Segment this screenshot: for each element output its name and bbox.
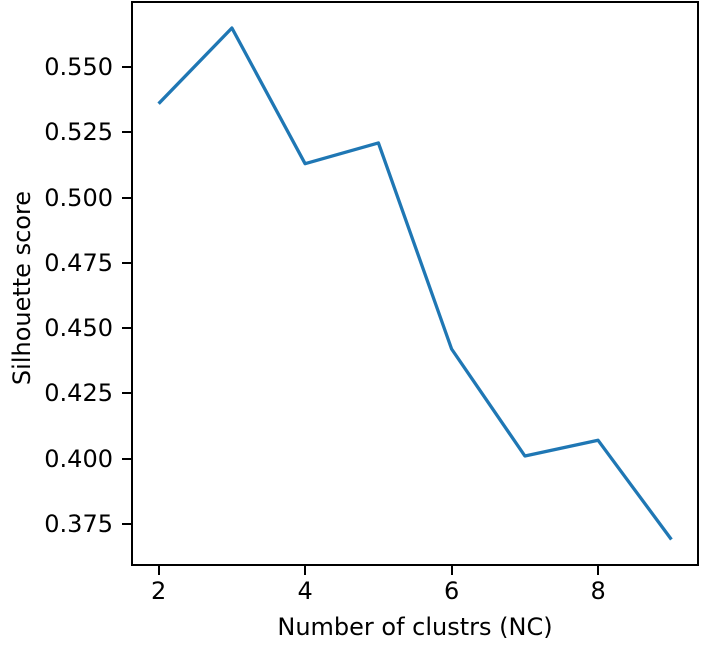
y-tick-mark xyxy=(122,66,131,69)
x-axis-title: Number of clustrs (NC) xyxy=(277,613,553,641)
x-tick-label: 8 xyxy=(590,577,606,605)
silhouette-line-series xyxy=(157,26,673,541)
y-tick-label: 0.450 xyxy=(44,314,113,343)
x-tick-label: 2 xyxy=(150,577,167,605)
y-axis-title: Silhouette score xyxy=(8,190,36,386)
y-tick-label: 0.400 xyxy=(44,444,113,473)
x-tick-mark xyxy=(157,566,160,575)
y-tick-label: 0.375 xyxy=(44,509,113,538)
y-tick-label: 0.475 xyxy=(44,248,113,277)
y-tick-mark xyxy=(122,131,131,134)
y-tick-mark xyxy=(122,196,131,199)
y-tick-mark xyxy=(122,327,131,330)
x-tick-mark xyxy=(450,566,453,575)
x-tick-label: 6 xyxy=(443,577,460,605)
x-tick-mark xyxy=(597,566,600,575)
y-tick-mark xyxy=(122,457,131,460)
y-tick-label: 0.425 xyxy=(44,379,113,408)
x-tick-mark xyxy=(304,566,307,575)
y-tick-label: 0.525 xyxy=(44,118,113,147)
plot-area xyxy=(157,26,673,541)
x-tick-label: 4 xyxy=(297,577,313,605)
plot-area-border xyxy=(131,1,699,566)
y-tick-label: 0.550 xyxy=(44,53,113,82)
y-tick-label: 0.500 xyxy=(44,183,113,212)
y-tick-mark xyxy=(122,392,131,395)
y-tick-mark xyxy=(122,261,131,264)
y-tick-mark xyxy=(122,522,131,525)
